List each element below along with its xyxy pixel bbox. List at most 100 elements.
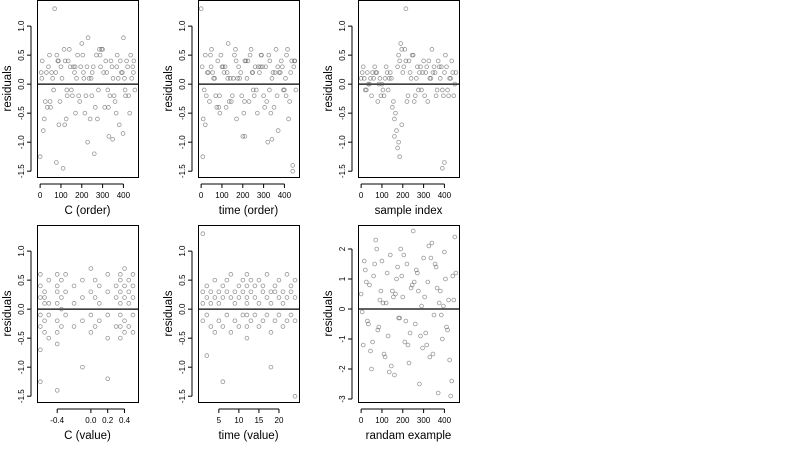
residual-panel-2: 0 100 200 300 400 -1.5 -1.0 -0.5 0.0 0.5 1.0 time (… <box>163 0 300 217</box>
data-point <box>71 283 77 289</box>
data-point <box>231 76 236 81</box>
data-point <box>118 324 123 329</box>
data-point <box>85 35 91 41</box>
data-point <box>431 312 437 318</box>
data-point <box>42 330 47 335</box>
data-point <box>66 47 72 52</box>
data-point <box>382 354 388 360</box>
data-points <box>38 266 136 393</box>
data-point <box>207 99 212 104</box>
data-point <box>417 381 422 387</box>
data-point <box>240 312 246 318</box>
data-point <box>38 283 43 289</box>
data-point <box>51 87 56 93</box>
data-point <box>365 70 370 75</box>
data-point <box>432 70 438 75</box>
data-point <box>368 76 373 81</box>
data-point <box>62 122 67 128</box>
data-point <box>212 295 218 300</box>
data-point <box>209 47 214 52</box>
data-point <box>372 64 377 70</box>
data-point <box>102 105 107 110</box>
data-point <box>200 231 206 237</box>
data-point <box>223 105 229 110</box>
data-point <box>435 58 441 64</box>
data-point <box>443 52 448 58</box>
data-point <box>202 122 208 128</box>
data-point <box>451 93 457 99</box>
data-point <box>428 76 434 81</box>
data-point <box>71 301 77 306</box>
data-point <box>132 87 138 93</box>
data-point <box>407 70 413 75</box>
data-point <box>365 318 370 324</box>
data-point <box>256 64 261 70</box>
data-point <box>244 272 250 277</box>
data-point <box>204 283 210 289</box>
data-point <box>83 93 89 99</box>
data-point <box>276 277 282 283</box>
data-point <box>113 110 119 116</box>
data-points <box>198 6 299 174</box>
data-point <box>366 321 371 327</box>
data-point <box>244 301 250 306</box>
data-point <box>63 289 68 295</box>
data-point <box>436 64 442 70</box>
y-tick-label: 1.0 <box>178 245 187 257</box>
data-point <box>293 87 299 93</box>
data-point <box>238 70 243 75</box>
data-point <box>452 81 458 87</box>
data-point <box>70 93 75 99</box>
data-point <box>118 335 123 341</box>
data-point <box>38 324 43 329</box>
data-point <box>216 318 222 324</box>
data-point <box>283 76 288 81</box>
data-point <box>248 277 254 283</box>
data-point <box>43 99 48 104</box>
data-point <box>408 76 414 81</box>
data-point <box>105 312 110 318</box>
x-axis-title: C (order) <box>64 205 110 217</box>
data-point <box>292 295 298 300</box>
data-point <box>412 93 418 99</box>
x-axis-title: sample index <box>375 205 443 217</box>
data-point <box>121 35 126 41</box>
data-point <box>204 353 210 358</box>
y-tick-label: -3 <box>338 395 347 403</box>
data-point <box>225 76 231 81</box>
data-point <box>39 58 45 64</box>
data-point <box>39 76 45 81</box>
data-point <box>268 289 274 295</box>
data-point <box>268 364 274 370</box>
data-point <box>284 272 290 277</box>
data-point <box>369 93 374 99</box>
y-tick-label: 1.0 <box>17 245 26 257</box>
data-point <box>68 64 73 70</box>
data-point <box>416 288 421 294</box>
x-tick-label: 20 <box>275 416 284 425</box>
data-point <box>97 52 103 58</box>
data-point <box>440 336 445 342</box>
data-point <box>248 47 254 52</box>
data-point <box>81 70 86 75</box>
data-points <box>358 228 459 399</box>
data-point <box>452 234 458 240</box>
data-point <box>399 273 405 279</box>
data-point <box>425 99 431 104</box>
data-point <box>436 300 442 306</box>
y-axis-title: residuals <box>163 290 175 336</box>
data-point <box>272 283 278 289</box>
x-tick-label: 0 <box>199 191 204 200</box>
data-point <box>417 70 422 75</box>
data-point <box>409 52 415 58</box>
data-point <box>391 294 396 300</box>
data-point <box>114 52 120 58</box>
y-tick-label: -1.0 <box>17 360 26 374</box>
x-tick-label: 0 <box>38 191 43 200</box>
data-point <box>247 52 253 58</box>
data-point <box>38 347 43 353</box>
y-axis-title: residuals <box>323 65 335 111</box>
data-point <box>123 93 128 99</box>
data-point <box>130 272 136 277</box>
data-point <box>264 272 270 277</box>
